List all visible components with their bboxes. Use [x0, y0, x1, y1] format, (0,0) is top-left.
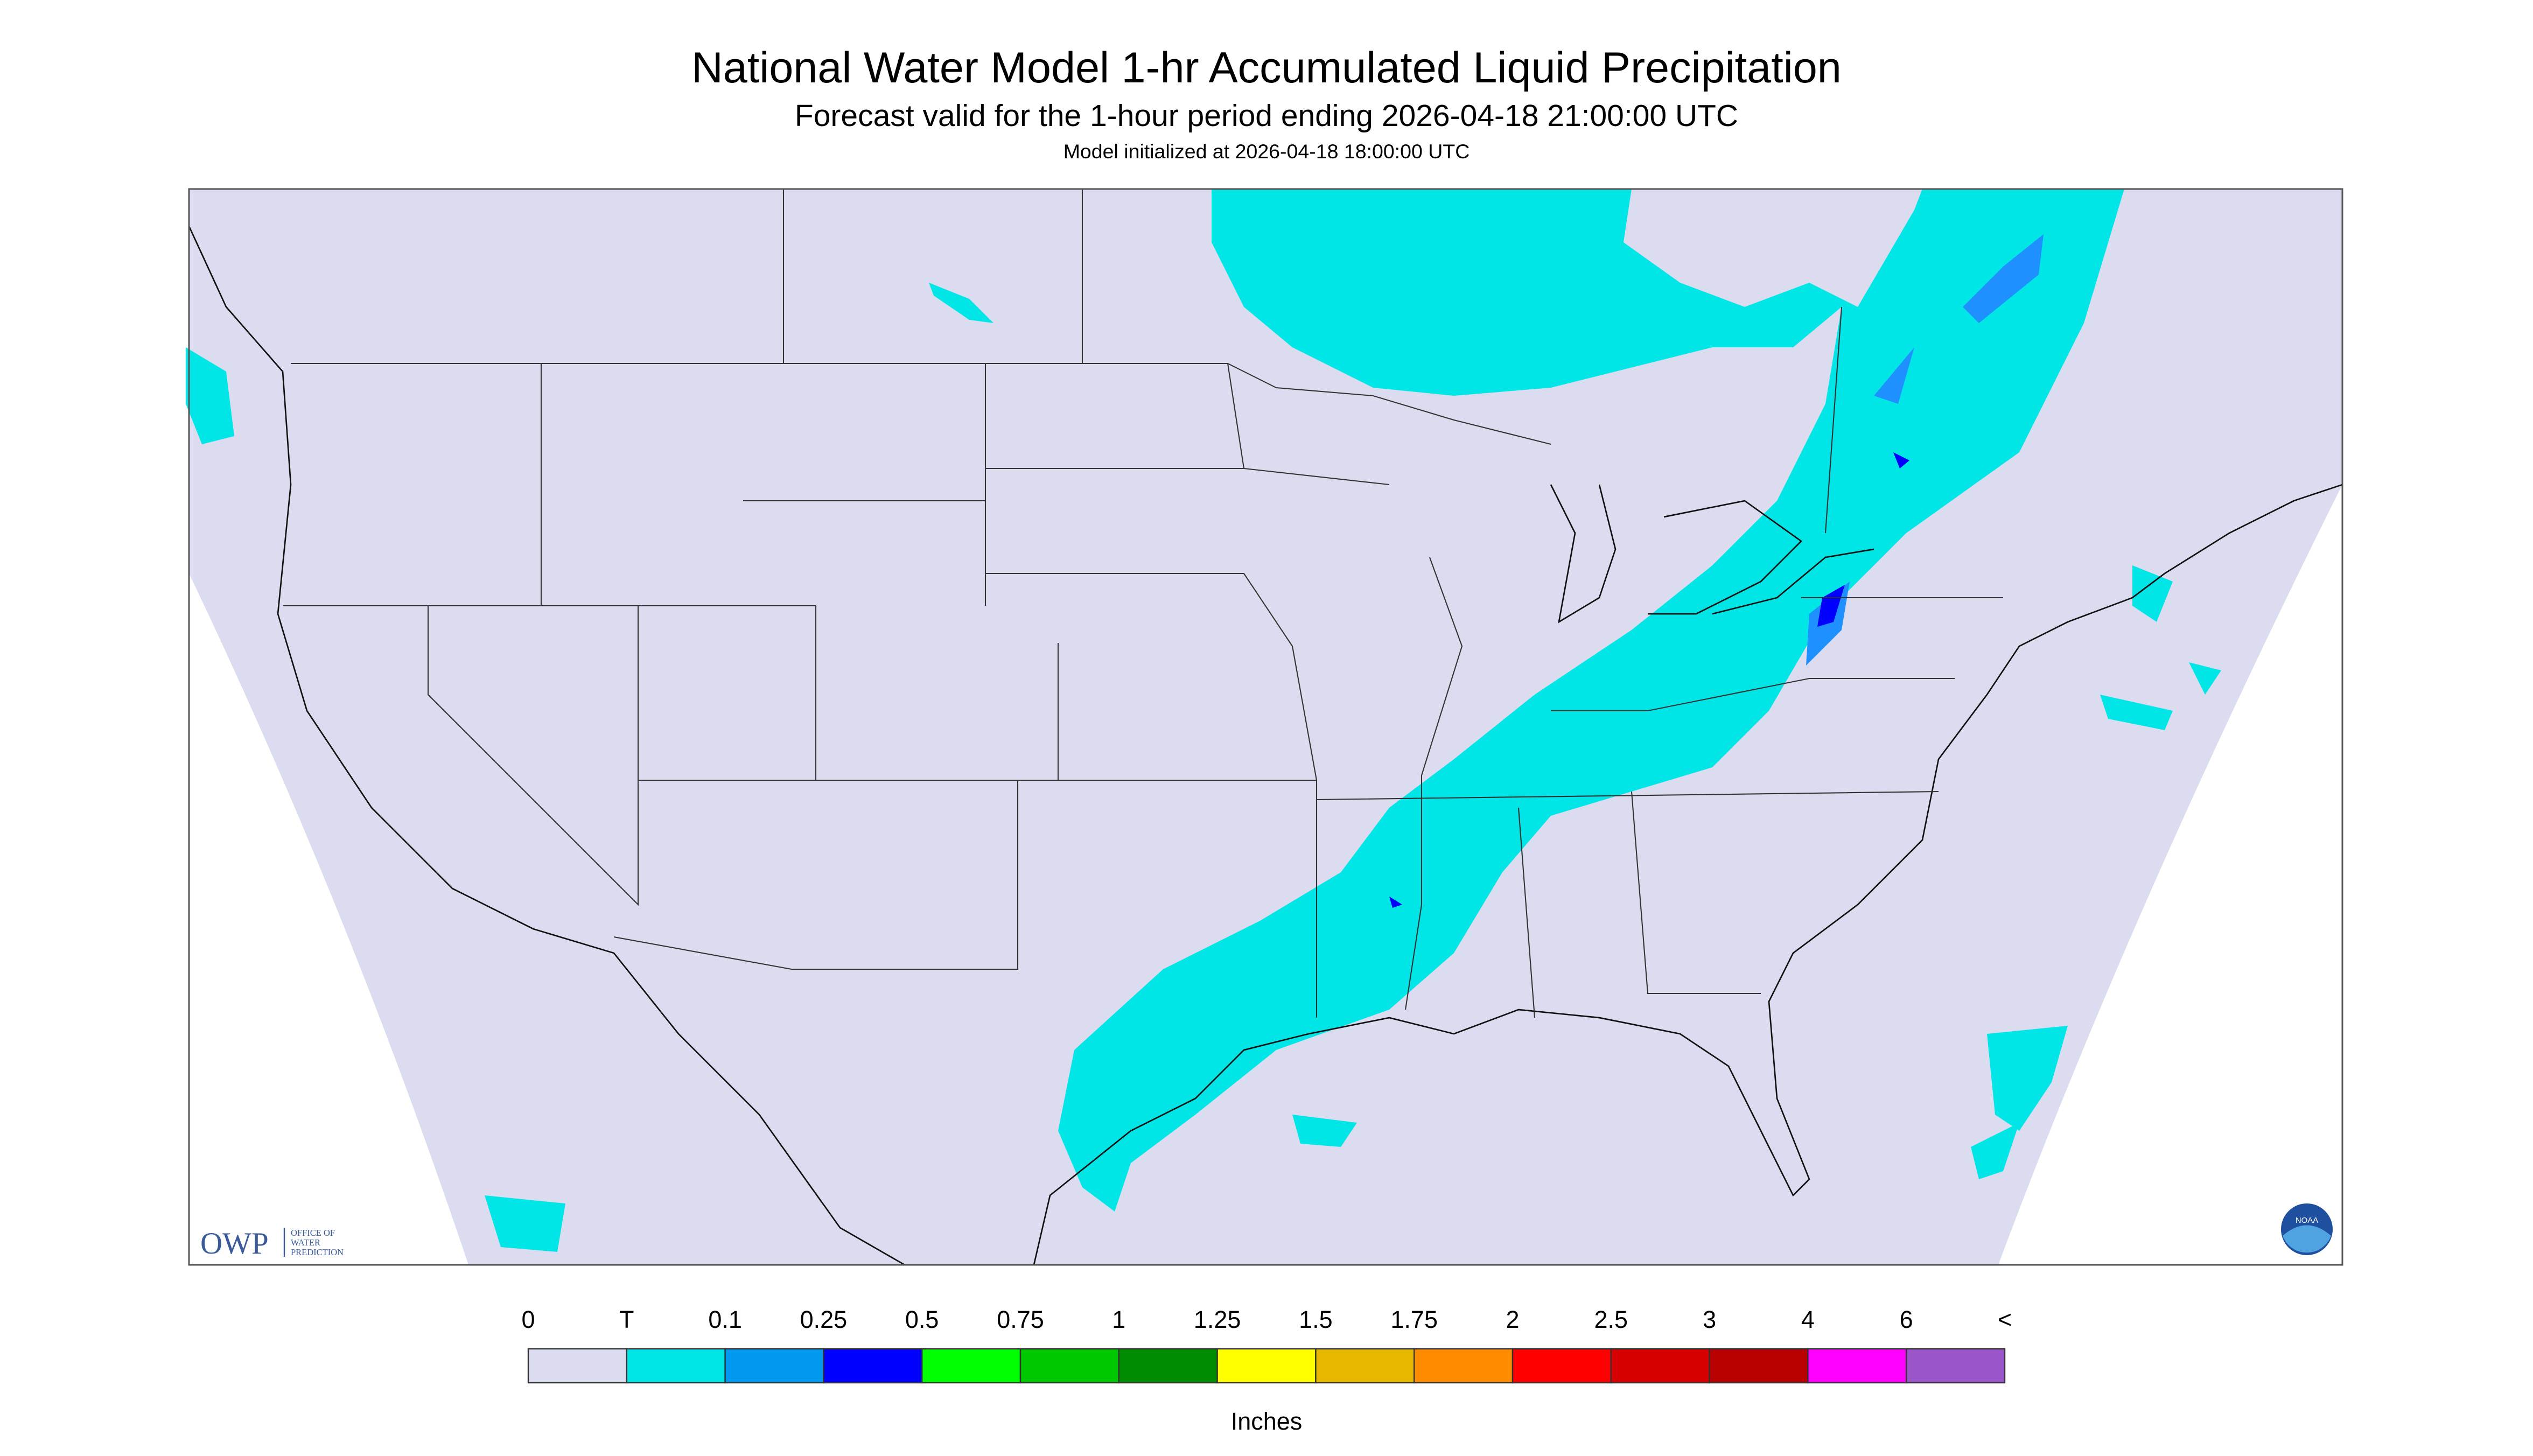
outside-projection — [189, 573, 468, 1265]
owp-logo-line: PREDICTION — [291, 1247, 344, 1257]
outside-projection — [1998, 485, 2342, 1265]
legend-swatch — [823, 1348, 923, 1384]
legend-label: < — [1998, 1306, 2012, 1333]
legend: Inches 0 T 0.1 0.25 0.5 0.75 1 1.25 1.5 1.75 2 2.5 3… — [521, 1306, 2012, 1435]
legend-label: 1.5 — [1299, 1306, 1333, 1333]
noaa-wave — [2283, 1225, 2331, 1253]
coastline — [188, 226, 905, 1266]
noaa-text: NOAA — [2296, 1216, 2319, 1225]
owp-logo-text: OWP — [200, 1227, 269, 1261]
legend-label: 0.75 — [997, 1306, 1044, 1333]
precip-area — [1058, 189, 2124, 1212]
legend-swatch — [527, 1348, 628, 1384]
legend-label: 0.1 — [708, 1306, 742, 1333]
legend-label: 2.5 — [1594, 1306, 1628, 1333]
coastline — [1033, 484, 2343, 1265]
legend-swatch — [1807, 1348, 1907, 1384]
legend-swatch — [724, 1348, 824, 1384]
legend-swatch — [1315, 1348, 1415, 1384]
precip-area — [2100, 565, 2221, 731]
map — [186, 188, 2343, 1266]
legend-label: T — [619, 1306, 634, 1333]
state-border — [283, 189, 2003, 1018]
legend-label: 0.25 — [800, 1306, 848, 1333]
map-title: National Water Model 1-hr Accumulated Li… — [691, 44, 1842, 92]
legend-swatch — [1512, 1348, 1612, 1384]
legend-label: 1.75 — [1390, 1306, 1438, 1333]
legend-swatch — [921, 1348, 1021, 1384]
legend-swatch — [1414, 1348, 1514, 1384]
map-note: Model initialized at 2026-04-18 18:00:00… — [1063, 140, 1470, 163]
precip-area — [186, 347, 234, 445]
noaa-logo: NOAA — [2281, 1203, 2333, 1256]
legend-label: 0.5 — [905, 1306, 939, 1333]
legend-swatch — [626, 1348, 726, 1384]
legend-label: 4 — [1801, 1306, 1815, 1333]
legend-label: 1 — [1112, 1306, 1125, 1333]
legend-label: 2 — [1506, 1306, 1519, 1333]
legend-label: 0 — [521, 1306, 535, 1333]
legend-swatch — [1216, 1348, 1317, 1384]
legend-label: 1.25 — [1194, 1306, 1241, 1333]
map-subtitle: Forecast valid for the 1-hour period end… — [795, 99, 1738, 133]
legend-label: 6 — [1900, 1306, 1913, 1333]
legend-swatch — [1610, 1348, 1710, 1384]
owp-logo-line: WATER — [291, 1237, 320, 1248]
owp-logo: OWP OFFICE OF WATER PREDICTION — [200, 1227, 344, 1261]
legend-label: 3 — [1703, 1306, 1716, 1333]
precip-area — [929, 283, 993, 324]
legend-swatch — [1709, 1348, 1809, 1384]
legend-unit: Inches — [1231, 1408, 1303, 1435]
owp-logo-line: OFFICE OF — [291, 1228, 335, 1238]
great-lakes — [1550, 484, 1874, 624]
legend-swatch — [1905, 1348, 2006, 1384]
legend-swatch — [1118, 1348, 1218, 1384]
legend-swatch — [1019, 1348, 1120, 1384]
map-frame — [188, 188, 2343, 1266]
